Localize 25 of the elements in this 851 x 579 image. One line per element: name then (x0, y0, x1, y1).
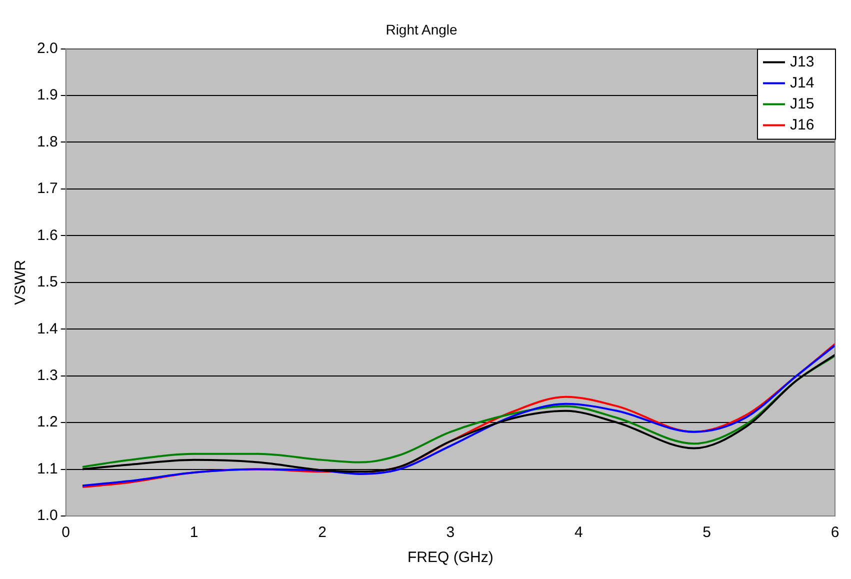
x-tick-label: 6 (830, 524, 840, 542)
y-tick-label: 1.0 (36, 507, 58, 524)
y-tick-label: 1.4 (36, 320, 58, 338)
legend-label: J14 (790, 74, 814, 92)
y-tick-label: 1.9 (36, 86, 58, 104)
x-tick-label: 0 (62, 524, 70, 542)
x-axis-title: FREQ (GHz) (408, 549, 494, 566)
y-tick-label: 1.5 (36, 274, 58, 291)
y-tick-label: 1.8 (36, 133, 58, 150)
y-tick-label: 1.6 (36, 226, 58, 244)
y-tick-label: 1.2 (36, 414, 58, 431)
y-tick-label: 1.3 (36, 366, 58, 384)
legend-label: J16 (790, 116, 814, 134)
y-tick-label: 1.1 (36, 460, 58, 478)
legend-label: J15 (790, 95, 814, 112)
legend-label: J13 (790, 53, 814, 70)
y-axis-title: VSWR (12, 260, 30, 305)
x-tick-label: 1 (190, 524, 198, 542)
y-tick-label: 1.7 (36, 180, 58, 198)
x-tick-label: 5 (702, 524, 711, 542)
x-tick-label: 2 (318, 524, 326, 542)
x-tick-label: 3 (446, 524, 455, 542)
y-tick-label: 2.0 (36, 40, 58, 57)
chart-title: Right Angle (386, 21, 458, 38)
x-tick-label: 4 (574, 524, 583, 542)
